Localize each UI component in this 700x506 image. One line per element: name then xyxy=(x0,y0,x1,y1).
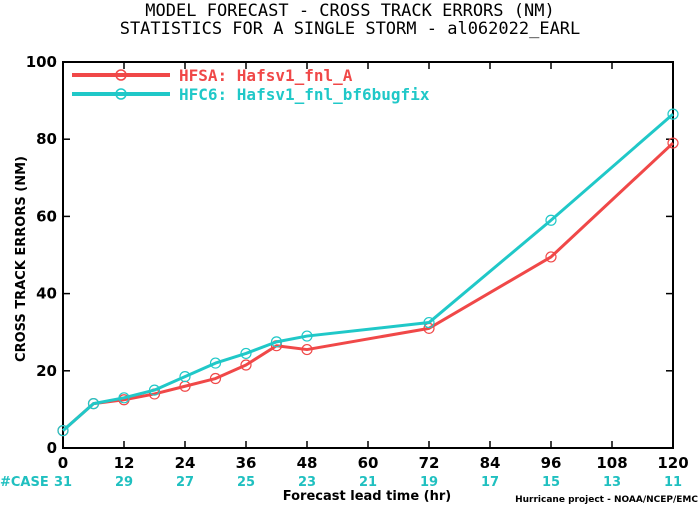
legend-label: HFSA: Hafsv1_fnl_A xyxy=(179,66,353,85)
data-point xyxy=(179,370,191,383)
y-tick-label: 60 xyxy=(36,207,57,225)
y-tick-label: 0 xyxy=(47,439,57,457)
credit-text: Hurricane project - NOAA/NCEP/EMC xyxy=(515,495,698,505)
x-tick-label: 12 xyxy=(114,454,135,472)
data-point xyxy=(667,108,679,120)
data-point xyxy=(87,398,100,410)
x-tick-label: 24 xyxy=(175,454,196,472)
series-line xyxy=(62,112,674,432)
data-point xyxy=(301,330,313,342)
case-count: 23 xyxy=(298,475,316,490)
case-count: 29 xyxy=(115,475,133,490)
case-count: 11 xyxy=(664,475,682,490)
case-count: 21 xyxy=(359,475,377,490)
data-point xyxy=(270,336,283,348)
x-tick-label: 120 xyxy=(657,454,688,472)
data-point xyxy=(209,372,222,385)
x-tick-label: 36 xyxy=(236,454,257,472)
x-tick-label: 48 xyxy=(297,454,318,472)
x-tick-label: 84 xyxy=(480,454,501,472)
chart-title: MODEL FORECAST - CROSS TRACK ERRORS (NM) xyxy=(145,1,555,21)
x-tick-label: 60 xyxy=(358,454,379,472)
data-point xyxy=(301,343,313,356)
series-line xyxy=(62,141,675,432)
x-axis-label: Forecast lead time (hr) xyxy=(283,489,451,504)
case-count: 13 xyxy=(603,475,621,490)
x-tick-label: 72 xyxy=(419,454,440,472)
data-point xyxy=(545,214,557,226)
case-count: 19 xyxy=(420,475,438,490)
data-point xyxy=(240,347,252,360)
y-axis-label: CROSS TRACK ERRORS (NM) xyxy=(14,156,29,362)
data-point xyxy=(667,137,679,149)
data-point xyxy=(545,251,557,263)
data-point xyxy=(57,425,69,437)
chart-subtitle: STATISTICS FOR A SINGLE STORM - al062022… xyxy=(119,19,581,39)
case-count: 25 xyxy=(237,475,255,490)
x-tick-label: 108 xyxy=(596,454,627,472)
case-count: 17 xyxy=(481,475,499,490)
legend-marker xyxy=(115,69,127,81)
case-count: 31 xyxy=(54,475,72,490)
data-point xyxy=(118,392,130,404)
case-count: 27 xyxy=(176,475,194,490)
series-layer xyxy=(57,108,679,437)
y-tick-label: 20 xyxy=(36,362,57,380)
legend-marker xyxy=(115,88,127,100)
case-count: 15 xyxy=(542,475,560,490)
x-tick-label: 0 xyxy=(58,454,68,472)
y-tick-label: 100 xyxy=(26,53,57,71)
data-point xyxy=(209,357,222,369)
case-label: #CASE xyxy=(0,475,49,490)
axes: 0 31 12 29 24 27 36 25 48 23 60 21 72 19 84 17 96 15 108 13… xyxy=(26,53,689,490)
y-tick-label: 80 xyxy=(36,130,57,148)
data-point xyxy=(240,359,252,371)
y-tick-label: 40 xyxy=(36,285,57,303)
x-tick-label: 96 xyxy=(541,454,562,472)
legend-label: HFC6: Hafsv1_fnl_bf6bugfix xyxy=(179,85,430,104)
data-point xyxy=(423,316,435,329)
data-point xyxy=(148,384,161,396)
